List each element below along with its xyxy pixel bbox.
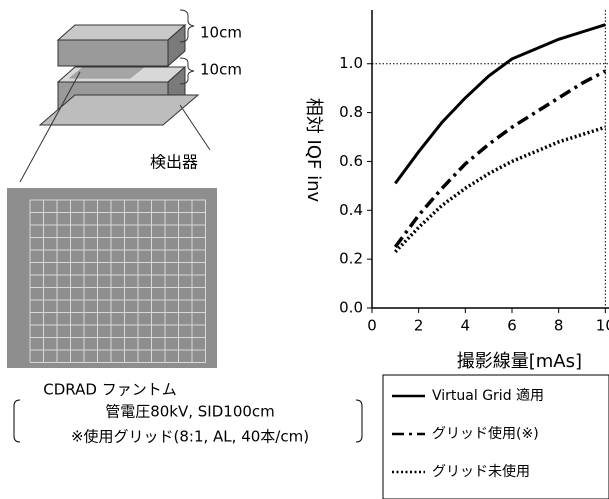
thickness-label: 10cm <box>200 61 242 79</box>
y-tick-label: 0.6 <box>339 152 363 170</box>
condition-text: ※使用グリッド(8:1, AL, 40本/cm) <box>71 428 309 446</box>
y-tick-label: 0.2 <box>339 250 363 268</box>
series-line <box>393 69 607 248</box>
x-tick-label: 8 <box>554 317 564 335</box>
series-line <box>394 23 606 185</box>
x-tick-label: 6 <box>507 317 517 335</box>
phantom-stack <box>19 9 211 183</box>
thickness-label: 10cm <box>200 24 242 42</box>
x-tick-label: 0 <box>367 317 377 335</box>
legend-label: グリッド使用(※) <box>432 425 539 442</box>
detector-label: 検出器 <box>150 153 198 172</box>
y-axis-label: 相対 IQF inv <box>303 98 324 203</box>
condition-text: 管電圧80kV, SID100cm <box>105 403 275 421</box>
legend-label: Virtual Grid 適用 <box>432 387 544 404</box>
y-tick-label: 1.0 <box>339 54 363 72</box>
y-tick-label: 0.8 <box>339 103 363 121</box>
y-tick-label: 0.0 <box>339 299 363 317</box>
phantom-image <box>7 188 217 368</box>
x-tick-label: 10 <box>596 317 609 335</box>
x-axis-label: 撮影線量[mAs] <box>457 351 582 372</box>
x-tick-label: 2 <box>414 317 424 335</box>
x-tick-label: 4 <box>461 317 471 335</box>
bracket <box>13 399 363 443</box>
series-line <box>394 125 606 254</box>
y-tick-label: 0.4 <box>339 201 363 219</box>
legend-label: グリッド未使用 <box>432 463 530 480</box>
phantom-caption: CDRAD ファントム <box>43 381 176 399</box>
